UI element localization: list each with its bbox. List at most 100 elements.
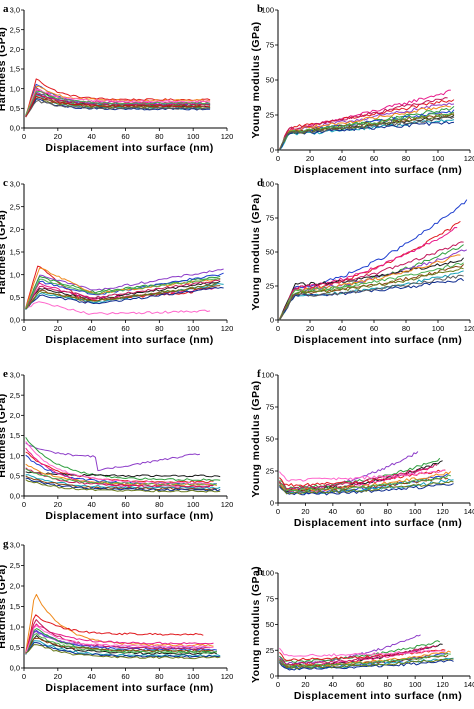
chart-panel-c: 0 20 40 60 80 100 120 0,0 0,5 1,0 1,5 2,0 2,5 3,0 Disp… — [0, 177, 233, 346]
y-tick-label: 75 — [266, 41, 274, 50]
series-line — [25, 85, 211, 117]
x-tick-label: 0 — [22, 672, 26, 681]
series-line — [25, 619, 211, 654]
x-axis-label: Displacement into surface (nm) — [294, 164, 462, 176]
x-axis-label: Displacement into surface (nm) — [45, 334, 213, 346]
series-line — [25, 93, 211, 118]
series-line — [25, 437, 221, 481]
y-tick-label: 75 — [266, 594, 274, 603]
series-line — [25, 637, 214, 655]
series-line — [279, 267, 464, 321]
y-tick-label: 0,5 — [10, 104, 20, 113]
x-axis-label: Displacement into surface (nm) — [294, 334, 462, 346]
x-tick-label: 20 — [301, 507, 309, 516]
panel-letter: h — [257, 566, 263, 578]
series-line — [25, 279, 221, 310]
series-line — [279, 257, 464, 320]
y-tick-label: 0 — [270, 499, 274, 508]
x-tick-label: 20 — [54, 324, 62, 333]
x-tick-label: 0 — [22, 324, 26, 333]
x-tick-label: 40 — [87, 132, 95, 141]
y-tick-label: 0 — [270, 672, 274, 681]
series-line — [279, 469, 446, 482]
series-line — [279, 659, 454, 671]
series-line — [25, 625, 214, 654]
y-tick-label: 25 — [266, 467, 274, 476]
series-line — [279, 119, 455, 151]
series-line — [25, 287, 224, 310]
series-line — [25, 633, 217, 655]
series-line — [279, 474, 451, 492]
y-tick-label: 25 — [266, 646, 274, 655]
series-line — [278, 471, 452, 492]
y-tick-label: 3,0 — [10, 541, 20, 550]
x-tick-label: 100 — [187, 132, 200, 141]
y-tick-label: 1,0 — [10, 84, 20, 93]
y-tick-label: 1,5 — [10, 65, 20, 74]
panel-letter: e — [3, 368, 8, 380]
series-line — [279, 278, 464, 321]
y-axis-label: Hardness (GPa) — [0, 393, 8, 477]
y-tick-label: 0,5 — [10, 293, 20, 302]
y-tick-label: 100 — [261, 371, 274, 380]
series-line — [279, 264, 464, 321]
x-tick-label: 80 — [155, 672, 163, 681]
y-tick-label: 3,0 — [10, 6, 20, 15]
x-tick-label: 100 — [187, 324, 200, 333]
series-line — [25, 96, 211, 117]
series-line — [279, 483, 454, 496]
x-tick-label: 120 — [464, 154, 474, 163]
y-tick-label: 2,0 — [10, 225, 20, 234]
panel-letter: a — [3, 3, 9, 15]
x-tick-label: 120 — [221, 500, 234, 509]
y-tick-label: 1,5 — [10, 248, 20, 257]
series-line — [279, 105, 451, 151]
y-tick-label: 2,5 — [10, 202, 20, 211]
x-tick-label: 0 — [22, 132, 26, 141]
series-line — [25, 441, 211, 485]
x-axis-label: Displacement into surface (nm) — [294, 690, 462, 702]
x-tick-label: 20 — [54, 132, 62, 141]
x-tick-label: 100 — [432, 324, 445, 333]
series-line — [279, 653, 451, 667]
series-line — [279, 220, 461, 321]
x-tick-label: 40 — [329, 507, 337, 516]
x-tick-label: 80 — [402, 154, 410, 163]
x-tick-label: 120 — [464, 324, 474, 333]
y-tick-label: 100 — [261, 180, 274, 189]
y-tick-label: 0,5 — [10, 471, 20, 480]
series-line — [279, 647, 446, 657]
x-tick-label: 20 — [301, 680, 309, 689]
y-axis-label: Young modulus (GPa) — [250, 566, 262, 683]
y-tick-label: 0,0 — [10, 316, 20, 325]
y-axis-label: Young modulus (GPa) — [250, 193, 262, 310]
x-tick-label: 60 — [121, 500, 129, 509]
x-tick-label: 80 — [402, 324, 410, 333]
y-tick-label: 1,0 — [10, 623, 20, 632]
series-line — [25, 467, 214, 488]
y-tick-label: 75 — [266, 214, 274, 223]
y-tick-label: 50 — [266, 76, 274, 85]
series-line — [25, 90, 211, 116]
y-axis-label: Young modulus (GPa) — [250, 21, 262, 138]
x-tick-label: 40 — [338, 324, 346, 333]
series-line — [279, 645, 438, 666]
series-line — [25, 623, 214, 654]
chart-panel-f: 0204060801001201400255075100Displacement… — [250, 368, 474, 529]
x-tick-label: 40 — [87, 324, 95, 333]
series-line — [25, 278, 221, 309]
x-tick-label: 80 — [155, 132, 163, 141]
x-tick-label: 120 — [436, 680, 449, 689]
y-tick-label: 50 — [266, 620, 274, 629]
x-tick-label: 40 — [329, 680, 337, 689]
x-axis-label: Displacement into surface (nm) — [45, 682, 213, 694]
y-tick-label: 0,0 — [10, 492, 20, 501]
y-tick-label: 50 — [266, 435, 274, 444]
x-tick-label: 140 — [464, 680, 474, 689]
x-tick-label: 60 — [356, 680, 364, 689]
y-tick-label: 1,5 — [10, 602, 20, 611]
x-tick-label: 80 — [155, 324, 163, 333]
series-line — [279, 113, 455, 150]
y-tick-label: 100 — [261, 569, 274, 578]
